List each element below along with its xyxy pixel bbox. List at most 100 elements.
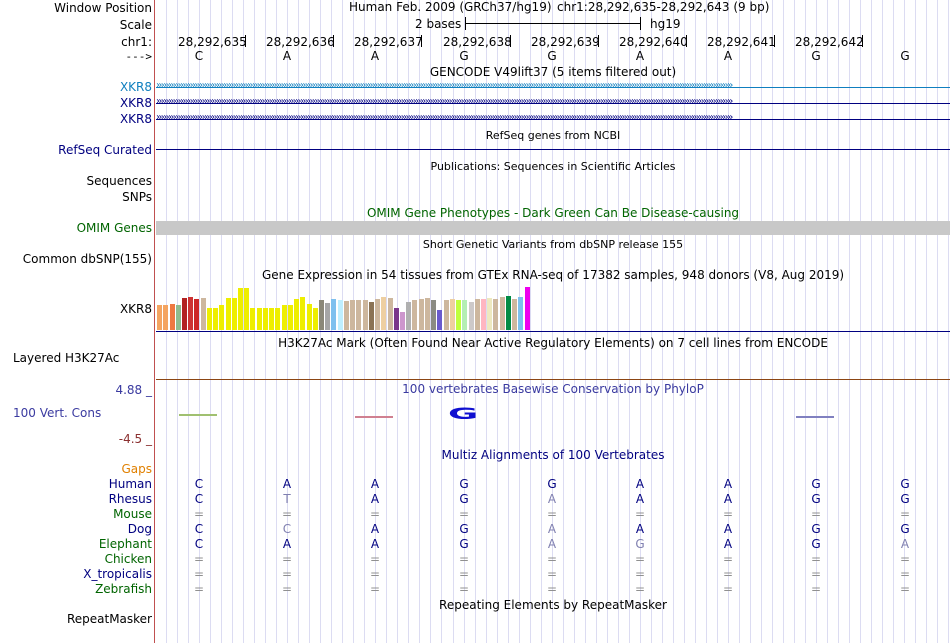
multiz-species-label[interactable]: Zebrafish — [95, 582, 152, 596]
omim-label[interactable]: OMIM Genes — [76, 221, 152, 235]
multiz-species-label[interactable]: Human — [108, 477, 152, 491]
dbsnp-track-title[interactable]: Short Genetic Variants from dbSNP releas… — [422, 238, 684, 251]
gtex-tissue-bar[interactable] — [424, 298, 430, 330]
gtex-tissue-bar[interactable] — [231, 298, 237, 330]
gtex-tissue-bar[interactable] — [163, 305, 169, 330]
refseq-track-title[interactable]: RefSeq genes from NCBI — [485, 129, 621, 142]
gtex-tissue-bar[interactable] — [412, 300, 418, 330]
multiz-species-label[interactable]: X_tropicalis — [83, 567, 152, 581]
gtex-tissue-bar[interactable] — [400, 312, 405, 330]
gtex-tissue-bar[interactable] — [181, 298, 187, 330]
multiz-species-label[interactable]: Chicken — [104, 552, 152, 566]
gtex-tissue-bar[interactable] — [487, 298, 493, 330]
omim-track-title[interactable]: OMIM Gene Phenotypes - Dark Green Can Be… — [366, 206, 740, 220]
publications-track-title[interactable]: Publications: Sequences in Scientific Ar… — [430, 160, 676, 173]
gtex-tissue-bar[interactable] — [505, 296, 511, 330]
multiz-species-label[interactable]: Mouse — [113, 507, 152, 521]
gtex-tissue-bar[interactable] — [256, 308, 262, 330]
gtex-tissue-bar[interactable] — [449, 299, 455, 330]
h3k27ac-label[interactable]: Layered H3K27Ac — [13, 351, 120, 365]
gtex-tissue-bar[interactable] — [462, 300, 468, 330]
gtex-tissue-bar[interactable] — [194, 299, 200, 330]
gtex-tissue-bar[interactable] — [188, 297, 194, 330]
gtex-tissue-bar[interactable] — [381, 297, 387, 330]
dbsnp-label[interactable]: Common dbSNP(155) — [22, 252, 152, 266]
gtex-tissue-bar[interactable] — [362, 300, 368, 330]
gtex-tissue-bar[interactable] — [406, 302, 412, 330]
gtex-tissue-bar[interactable] — [431, 300, 437, 330]
gtex-tissue-bar[interactable] — [375, 299, 381, 330]
repeatmasker-label[interactable]: RepeatMasker — [66, 612, 152, 626]
gtex-tissue-bar[interactable] — [518, 297, 524, 330]
gtex-tissue-bar[interactable] — [493, 299, 499, 330]
publications-label-sequences[interactable]: Sequences — [86, 174, 152, 188]
gencode-gene-strand[interactable]: ››››››››››››››››››››››››››››››››››››››››… — [156, 96, 733, 107]
gtex-track-title[interactable]: Gene Expression in 54 tissues from GTEx … — [261, 268, 845, 282]
repeatmasker-track-title[interactable]: Repeating Elements by RepeatMasker — [439, 598, 667, 612]
gtex-tissue-bar[interactable] — [175, 305, 181, 330]
gtex-tissue-bar[interactable] — [306, 304, 312, 330]
omim-phenotype-bar[interactable] — [156, 221, 950, 235]
gencode-gene-strand[interactable]: ››››››››››››››››››››››››››››››››››››››››… — [156, 112, 733, 123]
gtex-tissue-bar[interactable] — [206, 308, 212, 330]
conservation-mark[interactable] — [796, 416, 834, 418]
gtex-tissue-bar[interactable] — [225, 298, 231, 330]
gencode-item-label[interactable]: XKR8 — [119, 112, 152, 126]
gtex-tissue-bar[interactable] — [337, 300, 343, 330]
gtex-tissue-bar[interactable] — [356, 300, 362, 330]
conservation-label[interactable]: 100 Vert. Cons — [13, 406, 102, 420]
gtex-tissue-bar[interactable] — [387, 298, 393, 330]
gtex-tissue-bar[interactable] — [312, 308, 318, 330]
gtex-tissue-bar[interactable] — [474, 299, 480, 330]
gtex-tissue-bar[interactable] — [524, 287, 530, 330]
gtex-tissue-bar[interactable] — [443, 300, 449, 330]
gtex-tissue-bar[interactable] — [269, 308, 275, 330]
gtex-tissue-bar[interactable] — [281, 305, 287, 330]
gtex-tissue-bar[interactable] — [213, 308, 219, 330]
gtex-tissue-bar[interactable] — [350, 300, 356, 330]
gencode-item-label[interactable]: XKR8 — [119, 80, 152, 94]
multiz-species-label[interactable]: Rhesus — [108, 492, 152, 506]
window-position-value[interactable]: chr1:28,292,635-28,292,643 (9 bp) — [557, 0, 770, 14]
gtex-tissue-bar[interactable] — [300, 297, 306, 330]
gtex-tissue-bar[interactable] — [319, 300, 324, 330]
multiz-species-label[interactable]: Elephant — [98, 537, 152, 551]
gtex-tissue-bar[interactable] — [275, 308, 281, 330]
gencode-track-title[interactable]: GENCODE V49lift37 (5 items filtered out) — [429, 65, 677, 79]
gencode-item-label[interactable]: XKR8 — [119, 96, 152, 110]
gtex-tissue-bar[interactable] — [287, 305, 293, 330]
gencode-gene-strand[interactable]: ››››››››››››››››››››››››››››››››››››››››… — [156, 80, 733, 91]
refseq-gene-line[interactable] — [156, 149, 950, 150]
gtex-tissue-bar[interactable] — [250, 308, 256, 330]
gtex-tissue-bar[interactable] — [343, 301, 349, 330]
h3k27ac-track-title[interactable]: H3K27Ac Mark (Often Found Near Active Re… — [278, 336, 828, 350]
publications-label-snps[interactable]: SNPs — [122, 190, 152, 204]
gtex-tissue-bar[interactable] — [368, 302, 374, 330]
gtex-tissue-bar[interactable] — [468, 302, 474, 330]
gtex-tissue-bar[interactable] — [393, 308, 399, 330]
gtex-label[interactable]: XKR8 — [119, 302, 152, 316]
refseq-label[interactable]: RefSeq Curated — [58, 143, 152, 157]
multiz-species-label[interactable]: Dog — [127, 522, 152, 536]
gtex-tissue-bar[interactable] — [157, 305, 162, 330]
conservation-mark[interactable] — [355, 416, 393, 418]
gtex-tissue-bar[interactable] — [219, 305, 225, 330]
gtex-tissue-bar[interactable] — [238, 288, 243, 330]
gtex-tissue-bar[interactable] — [244, 288, 250, 330]
gtex-tissue-bar[interactable] — [437, 310, 443, 330]
gtex-tissue-bar[interactable] — [418, 299, 424, 330]
gtex-tissue-bar[interactable] — [512, 299, 518, 330]
gtex-tissue-bar[interactable] — [331, 299, 337, 330]
gtex-tissue-bar[interactable] — [499, 297, 505, 330]
conservation-track-title[interactable]: 100 vertebrates Basewise Conservation by… — [402, 382, 704, 396]
gtex-tissue-bar[interactable] — [294, 299, 300, 330]
gtex-tissue-bar[interactable] — [169, 304, 175, 330]
gtex-tissue-bar[interactable] — [456, 300, 461, 330]
gtex-tissue-bar[interactable] — [481, 299, 486, 330]
conservation-mark[interactable]: G — [448, 404, 479, 423]
gtex-tissue-bar[interactable] — [200, 298, 206, 330]
gtex-tissue-bar[interactable] — [262, 308, 268, 330]
conservation-mark[interactable] — [179, 414, 217, 416]
multiz-track-title[interactable]: Multiz Alignments of 100 Vertebrates — [441, 448, 665, 462]
gtex-tissue-bar[interactable] — [325, 303, 331, 330]
